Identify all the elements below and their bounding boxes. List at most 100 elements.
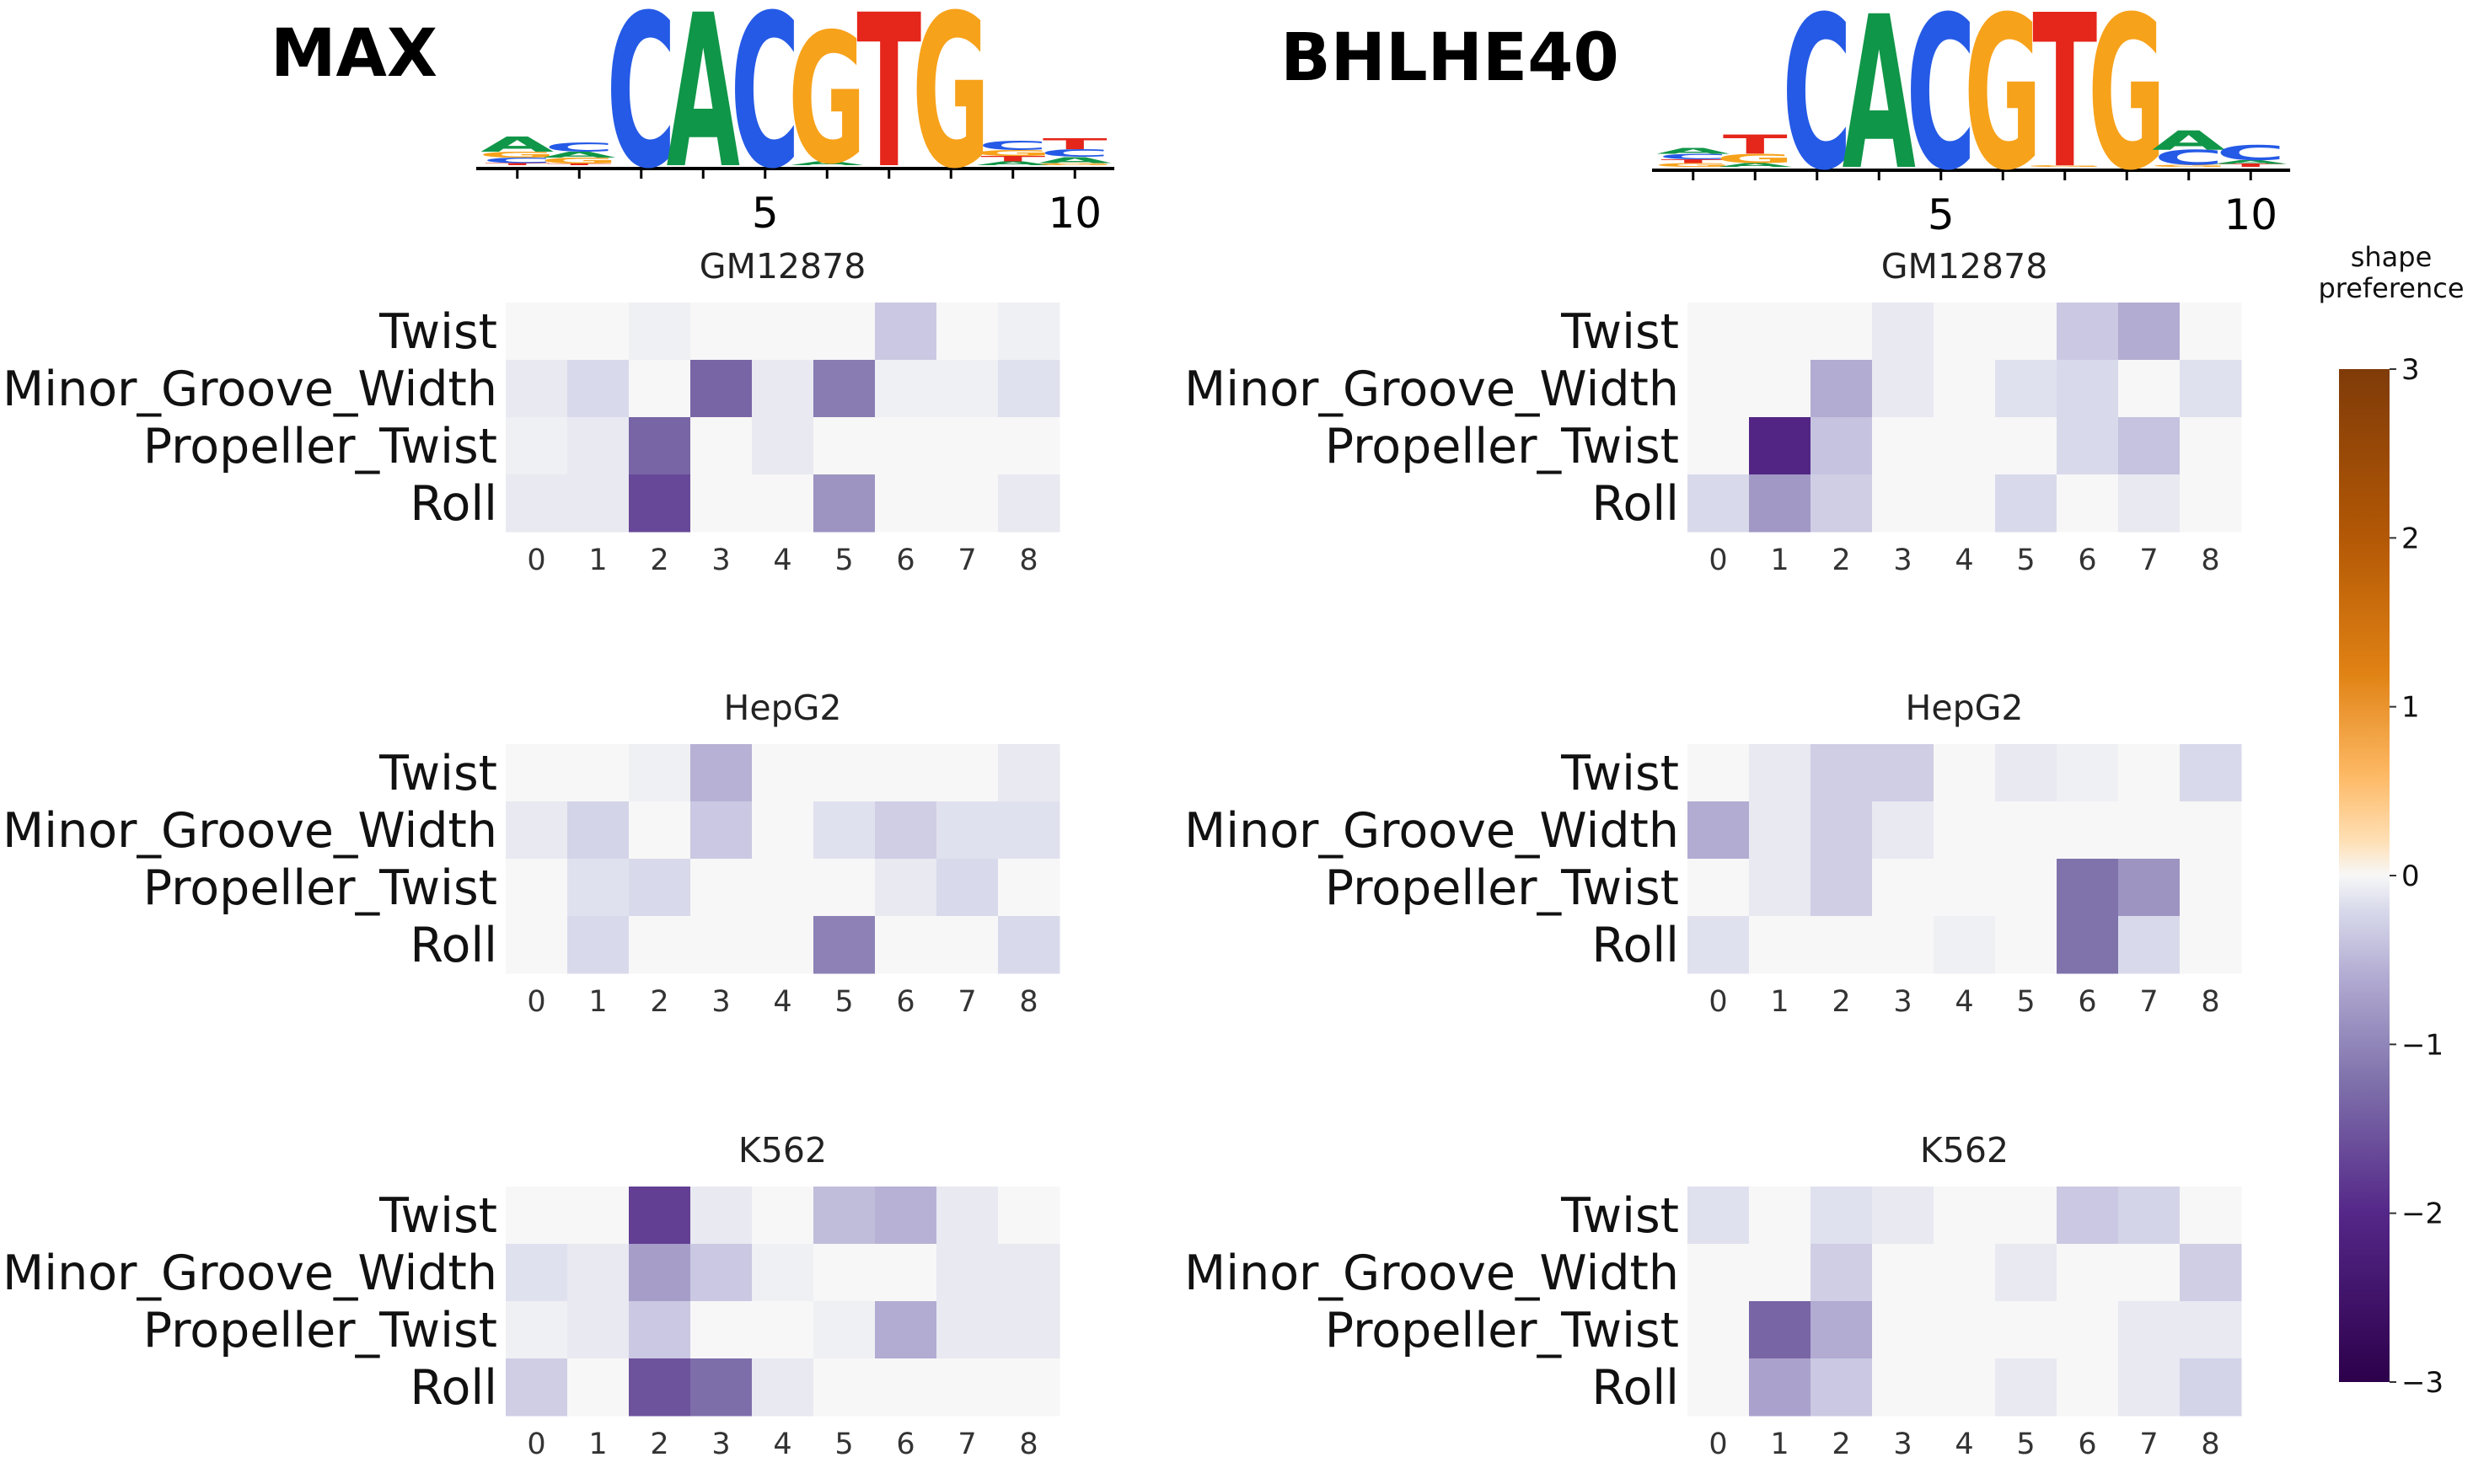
heatmap-cell (1687, 744, 1750, 802)
heatmap-cell (875, 744, 937, 802)
heatmap-cell (2118, 1358, 2181, 1417)
logo-letter: C (606, 0, 676, 215)
heatmap-max-gm12878: GM12878 TwistMinor_Groove_WidthPropeller_… (3, 246, 1060, 577)
heatmap-cell (1934, 303, 1996, 361)
heatmap-cell (752, 744, 814, 802)
heatmap-cell (1687, 1244, 1750, 1302)
heatmap-cell (1749, 1358, 1811, 1417)
heatmap-cell (2180, 744, 2242, 802)
row-label: Minor_Groove_Width (3, 1246, 497, 1301)
heatmap-cell (506, 916, 568, 974)
column-label: 6 (896, 1428, 915, 1461)
column-label: 8 (1019, 544, 1038, 577)
row-label: Twist (1560, 746, 1679, 801)
row-label: Twist (378, 1188, 497, 1244)
heatmap-cell (1872, 417, 1934, 475)
logo-letter: T (547, 163, 612, 166)
heatmap-cell (875, 1358, 937, 1417)
column-label: 3 (1893, 544, 1912, 577)
heatmap-cell (1934, 744, 1996, 802)
heatmap-cell (813, 1301, 876, 1359)
heatmap-cell (1872, 801, 1934, 860)
heatmap-cell (2180, 801, 2242, 860)
heatmap-cell (1810, 474, 1873, 533)
column-label: 0 (1709, 1428, 1727, 1461)
heatmap-cell (813, 474, 876, 533)
heatmap-cell (1934, 1301, 1996, 1359)
heatmap-cell (2057, 1244, 2119, 1302)
heatmap-cell (1687, 801, 1750, 860)
heatmap-cell (2118, 916, 2181, 974)
heatmap-cell (752, 859, 814, 917)
heatmap-cell (1934, 916, 1996, 974)
logo-letter: G (540, 156, 618, 166)
row-label: Minor_Groove_Width (1184, 1246, 1679, 1301)
row-label: Propeller_Twist (1325, 419, 1679, 474)
logo-letter: C (1782, 0, 1852, 217)
colorbar-tick-label: −3 (2401, 1366, 2443, 1400)
column-label: 2 (650, 985, 668, 1019)
heatmap-cell (506, 303, 568, 361)
heatmap-cell (2118, 801, 2181, 860)
heatmap-cell (506, 1187, 568, 1245)
column-label: 1 (588, 544, 607, 577)
heatmap-cell (1810, 360, 1873, 418)
heatmap-cell (998, 1301, 1060, 1359)
heatmap-cell (2180, 1301, 2242, 1359)
heatmap-cell (1934, 859, 1996, 917)
column-label: 4 (1955, 985, 1973, 1019)
heatmap-cell (506, 801, 568, 860)
logo-letter: C (1906, 0, 1976, 217)
heatmap-cell (1810, 1244, 1873, 1302)
heatmap-cell (998, 916, 1060, 974)
heatmap-cell (1810, 801, 1873, 860)
heatmap-cell (1995, 801, 2057, 860)
heatmap-cell (875, 916, 937, 974)
logo-letter: C (1040, 147, 1110, 160)
heatmap-cell (2180, 859, 2242, 917)
heatmap-cell (936, 417, 999, 475)
heatmap-cell (875, 1244, 937, 1302)
heatmap-title: K562 (738, 1130, 827, 1171)
column-label: 1 (1770, 1428, 1789, 1461)
heatmap-cell (2057, 1187, 2119, 1245)
heatmap-cell (690, 417, 753, 475)
heatmap-cell (506, 417, 568, 475)
column-label: 4 (773, 1428, 791, 1461)
column-label: 7 (958, 1428, 976, 1461)
logo-letter: C (2154, 145, 2224, 169)
column-label: 8 (2201, 985, 2219, 1019)
heatmap-cell (998, 360, 1060, 418)
heatmap-cell (813, 1187, 876, 1245)
logo-letter: A (1843, 0, 1916, 217)
logo-letter: T (2032, 0, 2097, 216)
heatmap-cell (629, 360, 691, 418)
heatmap-cell (875, 360, 937, 418)
heatmap-cell (629, 801, 691, 860)
tf-name: BHLHE40 (1280, 20, 1619, 96)
row-label: Twist (378, 746, 497, 801)
logo-letter: A (667, 0, 740, 215)
heatmap-cell (875, 801, 937, 860)
colorbar-tick-label: 0 (2401, 860, 2420, 893)
heatmap-cell (1749, 360, 1811, 418)
row-label: Propeller_Twist (143, 860, 497, 916)
row-label: Roll (410, 918, 497, 973)
heatmap-cell (1810, 1301, 1873, 1359)
heatmap-cell (629, 1358, 691, 1417)
heatmap-cell (1810, 859, 1873, 917)
column-label: 0 (1709, 985, 1727, 1019)
heatmap-cell (752, 1301, 814, 1359)
column-label: 5 (2016, 985, 2035, 1019)
heatmap-cell (567, 1358, 630, 1417)
column-label: 7 (958, 544, 976, 577)
logo-letter: A (543, 150, 616, 160)
heatmap-title: GM12878 (700, 246, 866, 287)
column-label: 6 (2078, 544, 2096, 577)
logo-letter: C (482, 156, 552, 164)
logo-letter: T (1043, 136, 1108, 153)
heatmap-cell (690, 1358, 753, 1417)
heatmap-title: GM12878 (1881, 246, 2048, 287)
heatmap-cell (1810, 417, 1873, 475)
heatmap-cell (1810, 1358, 1873, 1417)
